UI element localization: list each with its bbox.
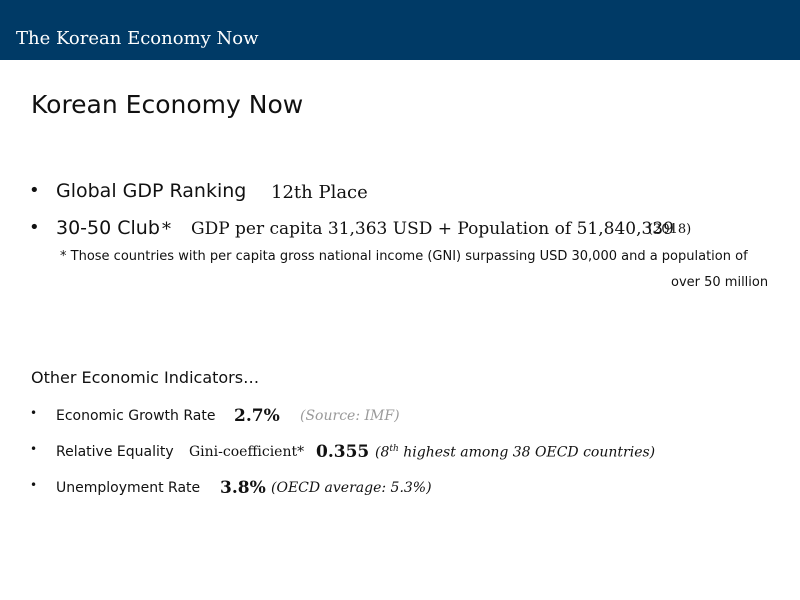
growth-rate-source: (Source: IMF) [300, 408, 400, 424]
gini-note: (8th highest among 38 OECD countries) [375, 444, 656, 461]
bullet-dot: • [29, 180, 40, 201]
indicators-heading: Other Economic Indicators… [31, 368, 260, 387]
growth-rate-label: Economic Growth Rate [56, 408, 216, 424]
club-footnote-line2: over 50 million [671, 275, 769, 290]
bullet-dot: • [29, 217, 40, 238]
unemployment-label: Unemployment Rate [56, 480, 201, 496]
bullet-dot: • [30, 478, 38, 492]
bullet-dot: • [30, 442, 38, 456]
unemployment-oecd-note: (OECD average: 5.3%) [271, 480, 432, 496]
gdp-ranking-label: Global GDP Ranking [56, 180, 247, 202]
bullet-dot: • [30, 406, 38, 420]
slide-title: Korean Economy Now [31, 90, 304, 119]
gdp-ranking-value: 12th Place [271, 182, 368, 203]
gini-value: 0.355 [316, 442, 370, 462]
club-value: GDP per capita 31,363 USD + Population o… [191, 219, 674, 239]
club-footnote-line1: * Those countries with per capita gross … [60, 249, 748, 264]
unemployment-value: 3.8% [220, 478, 266, 498]
header-title: The Korean Economy Now [16, 28, 259, 49]
gini-label: Gini-coefficient* [189, 444, 305, 460]
header-bar: The Korean Economy Now [0, 0, 800, 60]
club-label: 30-50 Club [56, 217, 160, 239]
club-asterisk: * [162, 219, 171, 240]
club-year: (2018) [648, 222, 692, 237]
growth-rate-value: 2.7% [234, 406, 280, 426]
relative-equality-label: Relative Equality [56, 444, 174, 460]
